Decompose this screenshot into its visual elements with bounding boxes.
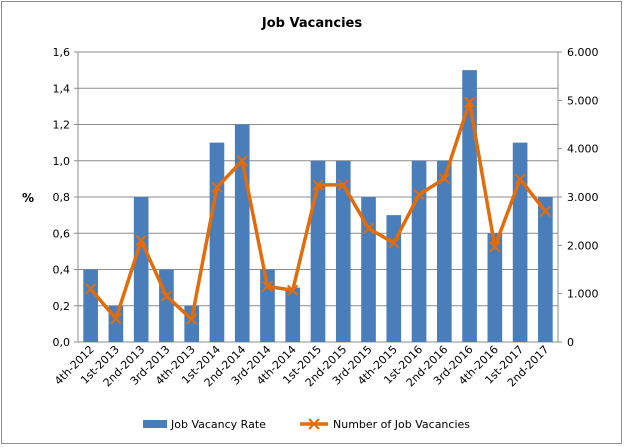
line-series (84, 96, 552, 325)
y-right-tick-label: 6.000 (567, 46, 599, 59)
line-point-marker (185, 313, 198, 325)
marker-stroke (135, 234, 147, 247)
line-point-marker (261, 280, 274, 293)
marker-stroke (388, 237, 400, 249)
y-right-tick-label: 2.000 (567, 239, 599, 252)
line-point-marker (413, 188, 425, 201)
marker-stroke (211, 181, 223, 194)
line-point-marker (160, 290, 173, 302)
y-left-tick-label: 0,2 (53, 300, 71, 313)
bar (538, 197, 553, 342)
chart-title: Job Vacancies (261, 16, 362, 31)
legend-swatch-job-vacancy-rate (143, 420, 167, 428)
line-point-marker (463, 96, 476, 108)
marker-stroke (489, 241, 501, 253)
line-point-marker (135, 234, 147, 247)
marker-stroke (337, 179, 349, 191)
y-left-tick-label: 0,6 (53, 227, 71, 240)
bar (512, 142, 528, 342)
marker-stroke (312, 179, 324, 191)
bar (411, 160, 427, 342)
y-left-tick-label: 0,0 (53, 336, 71, 349)
line-point-marker (489, 241, 501, 253)
line-point-marker (388, 237, 400, 249)
bar (159, 269, 174, 342)
legend-label-job-vacancy-rate: Job Vacancy Rate (170, 418, 266, 431)
y-left-tick-label: 1,2 (53, 119, 71, 132)
marker-stroke (261, 280, 274, 293)
line-point-marker (539, 205, 552, 218)
y-axis-right: 0 1.000 2.000 3.000 4.000 5.000 6.000 (558, 46, 599, 349)
bar (462, 70, 477, 342)
line-point-marker (110, 313, 122, 325)
legend: Job Vacancy Rate Number of Job Vacancies (143, 418, 470, 431)
y-right-tick-label: 1.000 (567, 288, 599, 301)
bar (436, 160, 452, 342)
y-right-tick-label: 3.000 (567, 191, 599, 204)
line-point-marker (362, 222, 375, 235)
line-point-marker (236, 155, 248, 167)
legend-label-number-of-job-vacancies: Number of Job Vacancies (333, 418, 470, 431)
y-left-tick-label: 0,4 (53, 264, 71, 277)
marker-stroke (110, 313, 122, 325)
bar (234, 124, 250, 342)
y-axis-title: % (22, 191, 34, 205)
y-right-tick-label: 0 (567, 336, 574, 349)
marker-stroke (185, 313, 198, 325)
marker-stroke (438, 172, 451, 185)
y-axis-left: 0,0 0,2 0,4 0,6 0,8 1,0 1,2 1,4 1,6 (53, 46, 78, 349)
bar (133, 197, 149, 342)
y-left-tick-label: 1,6 (53, 46, 71, 59)
marker-stroke (463, 96, 476, 108)
line-point-marker (84, 283, 97, 295)
marker-stroke (413, 188, 425, 201)
line-point-marker (438, 172, 451, 185)
y-left-tick-label: 1,4 (53, 82, 71, 95)
line-point-marker (514, 173, 526, 185)
bar (487, 233, 503, 342)
line-point-marker (337, 179, 349, 191)
bar (335, 160, 351, 342)
y-right-tick-label: 4.000 (567, 143, 599, 156)
y-left-tick-label: 0,8 (53, 191, 71, 204)
y-left-tick-label: 1,0 (53, 155, 71, 168)
bar (209, 142, 225, 342)
y-right-tick-label: 5.000 (567, 94, 599, 107)
marker-stroke (539, 205, 552, 218)
bar (83, 269, 98, 342)
marker-stroke (236, 155, 248, 167)
marker-stroke (514, 173, 526, 185)
bar (285, 287, 301, 342)
marker-stroke (362, 222, 375, 235)
line-point-marker (287, 284, 299, 296)
marker-stroke (84, 283, 97, 295)
legend-marker-stroke (308, 418, 320, 430)
legend-swatch-number-of-job-vacancies (300, 418, 328, 430)
marker-stroke (160, 290, 173, 302)
line-point-marker (312, 179, 324, 191)
x-axis-labels: 4th-20121st-20132nd-20133rd-20134th-2013… (52, 343, 551, 390)
marker-stroke (287, 284, 299, 296)
line-point-marker (211, 181, 223, 194)
